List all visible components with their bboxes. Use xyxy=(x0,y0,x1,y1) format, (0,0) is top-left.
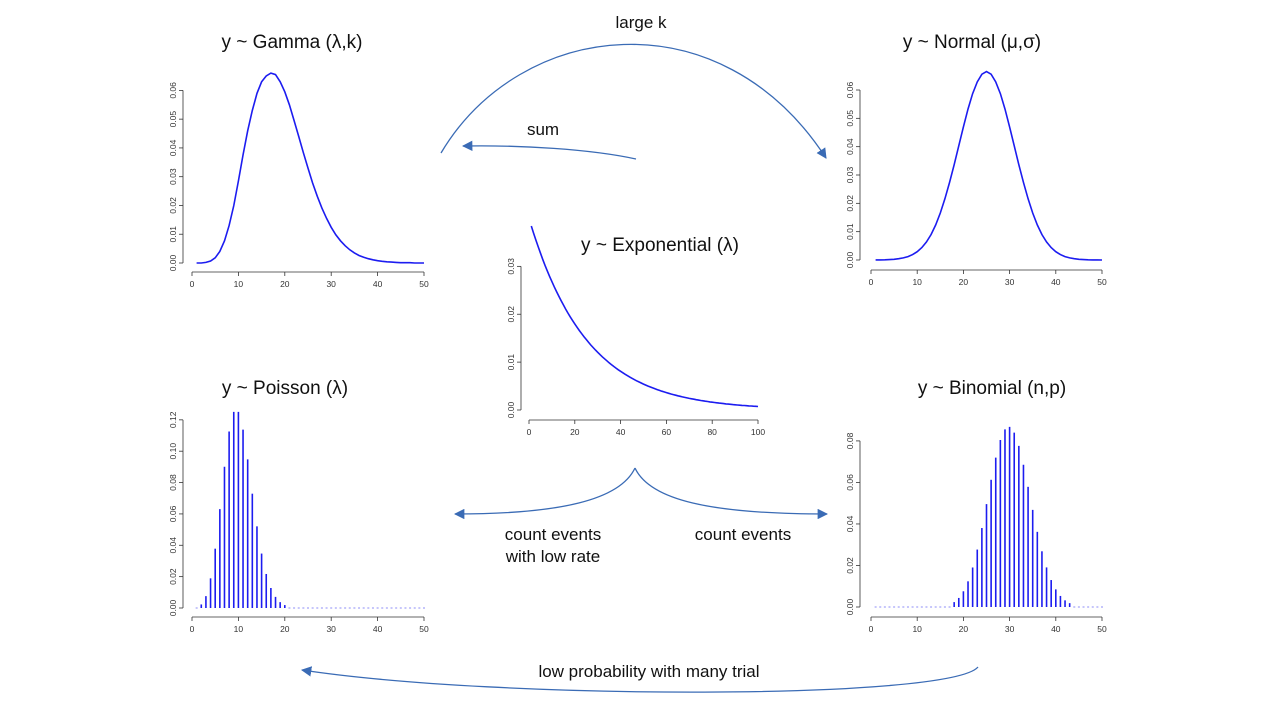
gamma-y-tick-label: 0.02 xyxy=(168,197,178,214)
normal-x-tick-label: 10 xyxy=(912,277,922,287)
exponential-x-tick-label: 40 xyxy=(616,427,626,437)
poisson-y-tick-label: 0.02 xyxy=(168,568,178,585)
gamma-x-tick-label: 30 xyxy=(326,279,336,289)
label-count-low-rate-1: count events xyxy=(505,525,601,544)
binomial-y-tick-label: 0.02 xyxy=(845,557,855,574)
poisson-x-tick-label: 30 xyxy=(326,624,336,634)
poisson-y-tick-label: 0.04 xyxy=(168,537,178,554)
gamma-y-tick-label: 0.05 xyxy=(168,111,178,128)
gamma-x-tick-label: 50 xyxy=(419,279,429,289)
binomial-y-tick-label: 0.06 xyxy=(845,474,855,491)
poisson-y-tick-label: 0.06 xyxy=(168,505,178,522)
normal-x-tick-label: 20 xyxy=(959,277,969,287)
poisson-x-tick-label: 50 xyxy=(419,624,429,634)
poisson-x-tick-label: 0 xyxy=(190,624,195,634)
gamma-y-tick-label: 0.06 xyxy=(168,82,178,99)
label-count-events: count events xyxy=(695,525,791,544)
binomial-x-tick-label: 50 xyxy=(1097,624,1107,634)
binomial-y-tick-label: 0.04 xyxy=(845,515,855,532)
arrow-exponential-to-gamma xyxy=(461,140,637,160)
arrow-exponential-to-poisson xyxy=(453,467,636,520)
normal-plot: 0 10 20 30 40 50 0.00 0.01 0.02 0.03 0.04 0.05 0.06 xyxy=(845,70,1107,287)
gamma-y-tick-label: 0.03 xyxy=(168,168,178,185)
arrow-gamma-to-normal xyxy=(440,43,827,159)
arrow-exponential-to-binomial xyxy=(634,467,829,520)
normal-x-tick-label: 0 xyxy=(869,277,874,287)
normal-y-tick-label: 0.05 xyxy=(845,110,855,127)
binomial-title: y ~ Binomial (n,p) xyxy=(918,378,1066,399)
normal-y-tick-label: 0.01 xyxy=(845,223,855,240)
normal-x-tick-label: 30 xyxy=(1005,277,1015,287)
label-count-low-rate-2: with low rate xyxy=(505,547,600,566)
gamma-y-tick-label: 0.00 xyxy=(168,254,178,271)
gamma-curve xyxy=(196,72,424,264)
exponential-y-tick-label: 0.03 xyxy=(506,258,516,275)
poisson-y-tick-label: 0.00 xyxy=(168,599,178,616)
gamma-x-tick-label: 20 xyxy=(280,279,290,289)
binomial-x-tick-label: 40 xyxy=(1051,624,1061,634)
exponential-x-tick-label: 0 xyxy=(527,427,532,437)
normal-y-tick-label: 0.02 xyxy=(845,195,855,212)
exponential-y-tick-label: 0.00 xyxy=(506,401,516,418)
poisson-title: y ~ Poisson (λ) xyxy=(222,378,348,399)
normal-y-tick-label: 0.04 xyxy=(845,138,855,155)
poisson-y-tick-label: 0.08 xyxy=(168,474,178,491)
exponential-plot: 0 20 40 60 80 100 0.00 0.01 0.02 0.03 xyxy=(506,225,765,437)
normal-x-tick-label: 50 xyxy=(1097,277,1107,287)
exponential-x-tick-label: 20 xyxy=(570,427,580,437)
binomial-x-tick-label: 20 xyxy=(959,624,969,634)
exponential-y-tick-label: 0.02 xyxy=(506,306,516,323)
normal-y-tick-label: 0.03 xyxy=(845,166,855,183)
binomial-y-tick-label: 0.00 xyxy=(845,598,855,615)
normal-y-tick-label: 0.06 xyxy=(845,81,855,98)
label-low-probability: low probability with many trial xyxy=(538,662,759,681)
exponential-y-tick-label: 0.01 xyxy=(506,354,516,371)
exponential-curve xyxy=(530,225,759,408)
gamma-plot: 0 10 20 30 40 50 0.00 0.01 0.02 0.03 0.04 0.05 0.06 xyxy=(168,72,429,289)
poisson-x-tick-label: 10 xyxy=(234,624,244,634)
gamma-title: y ~ Gamma (λ,k) xyxy=(222,32,363,53)
poisson-x-tick-label: 20 xyxy=(280,624,290,634)
poisson-plot: 0 10 20 30 40 50 0.00 0.02 0.04 0.06 0.08 0.10 0.12 xyxy=(168,411,429,634)
gamma-x-tick-label: 0 xyxy=(190,279,195,289)
gamma-x-tick-label: 40 xyxy=(373,279,383,289)
exponential-x-tick-label: 80 xyxy=(707,427,717,437)
poisson-x-tick-label: 40 xyxy=(373,624,383,634)
normal-x-tick-label: 40 xyxy=(1051,277,1061,287)
gamma-y-tick-label: 0.04 xyxy=(168,139,178,156)
binomial-x-tick-label: 30 xyxy=(1005,624,1015,634)
gamma-x-tick-label: 10 xyxy=(234,279,244,289)
arrow-binomial-to-poisson xyxy=(300,666,979,693)
exponential-x-tick-label: 60 xyxy=(662,427,672,437)
binomial-x-tick-label: 10 xyxy=(912,624,922,634)
label-sum: sum xyxy=(527,120,559,139)
gamma-y-tick-label: 0.01 xyxy=(168,226,178,243)
exponential-title: y ~ Exponential (λ) xyxy=(581,235,739,256)
poisson-y-tick-label: 0.12 xyxy=(168,411,178,428)
poisson-y-tick-label: 0.10 xyxy=(168,443,178,460)
normal-curve xyxy=(875,70,1103,261)
label-large-k: large k xyxy=(615,13,667,32)
binomial-x-tick-label: 0 xyxy=(869,624,874,634)
exponential-x-tick-label: 100 xyxy=(751,427,765,437)
binomial-plot: 0 10 20 30 40 50 0.00 0.02 0.04 0.06 0.08 xyxy=(845,426,1107,634)
normal-title: y ~ Normal (μ,σ) xyxy=(903,32,1041,53)
binomial-y-tick-label: 0.08 xyxy=(845,432,855,449)
normal-y-tick-label: 0.00 xyxy=(845,251,855,268)
